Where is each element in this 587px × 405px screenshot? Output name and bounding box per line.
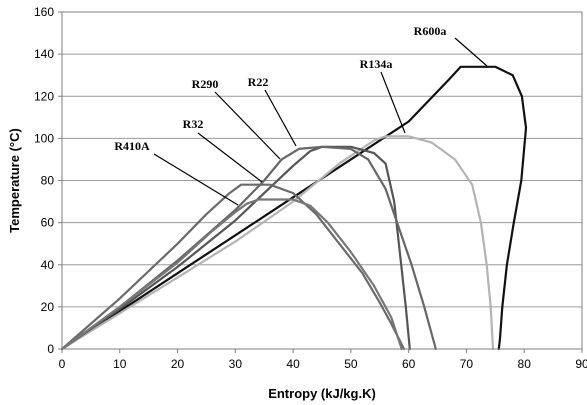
x-tick-labels: 0 10 20 30 40 50 60 70 80 90 <box>59 357 587 371</box>
series-line-r600a <box>60 65 528 351</box>
series-label-r22: R22 <box>248 75 269 89</box>
series-label-r600a: R600a <box>414 24 447 38</box>
series-line-r32 <box>60 183 406 351</box>
leader-line-r32 <box>197 132 263 183</box>
y-tick-label: 120 <box>34 89 54 103</box>
leader-line-r134a <box>380 71 406 134</box>
series-labels: R600a R134a R22 R290 R32 R410A <box>114 24 488 206</box>
x-tick-label: 40 <box>286 357 300 371</box>
y-tick-label: 140 <box>34 47 54 61</box>
x-tick-label: 20 <box>171 357 185 371</box>
series-label-r32: R32 <box>183 117 204 131</box>
y-tick-labels: 0 20 40 60 80 100 120 140 160 <box>34 5 54 356</box>
x-tick-label: 50 <box>344 357 358 371</box>
y-tick-label: 40 <box>41 258 55 272</box>
x-axis-title: Entropy (kJ/kg.K) <box>268 386 376 401</box>
series-line-r410a <box>60 198 403 351</box>
y-tick-label: 20 <box>41 300 55 314</box>
leader-line-r410a <box>153 153 239 206</box>
series-line-r134a <box>60 135 495 351</box>
y-tick-label: 100 <box>34 131 54 145</box>
x-tick-label: 70 <box>460 357 474 371</box>
y-axis-title: Temperature (°C) <box>7 128 22 233</box>
y-tick-label: 0 <box>47 342 54 356</box>
x-tick-label: 80 <box>518 357 532 371</box>
x-tick-label: 30 <box>229 357 243 371</box>
y-tick-label: 160 <box>34 5 54 19</box>
y-tick-label: 60 <box>41 216 55 230</box>
series-line-r22 <box>60 145 411 351</box>
series-label-r134a: R134a <box>360 57 393 71</box>
series-label-r290: R290 <box>192 77 219 91</box>
x-tick-label: 0 <box>59 357 66 371</box>
plot-frame <box>61 11 583 350</box>
y-tick-label: 80 <box>41 174 55 188</box>
series-label-r410a: R410A <box>114 139 150 153</box>
leader-line-r22 <box>264 89 297 147</box>
leader-line-r290 <box>214 91 281 160</box>
x-tick-label: 60 <box>402 357 416 371</box>
leader-line-r600a <box>454 37 488 67</box>
series-lines <box>60 65 528 351</box>
series-line-r290 <box>60 145 437 351</box>
x-tick-label: 10 <box>113 357 127 371</box>
x-tick-label: 90 <box>575 357 587 371</box>
